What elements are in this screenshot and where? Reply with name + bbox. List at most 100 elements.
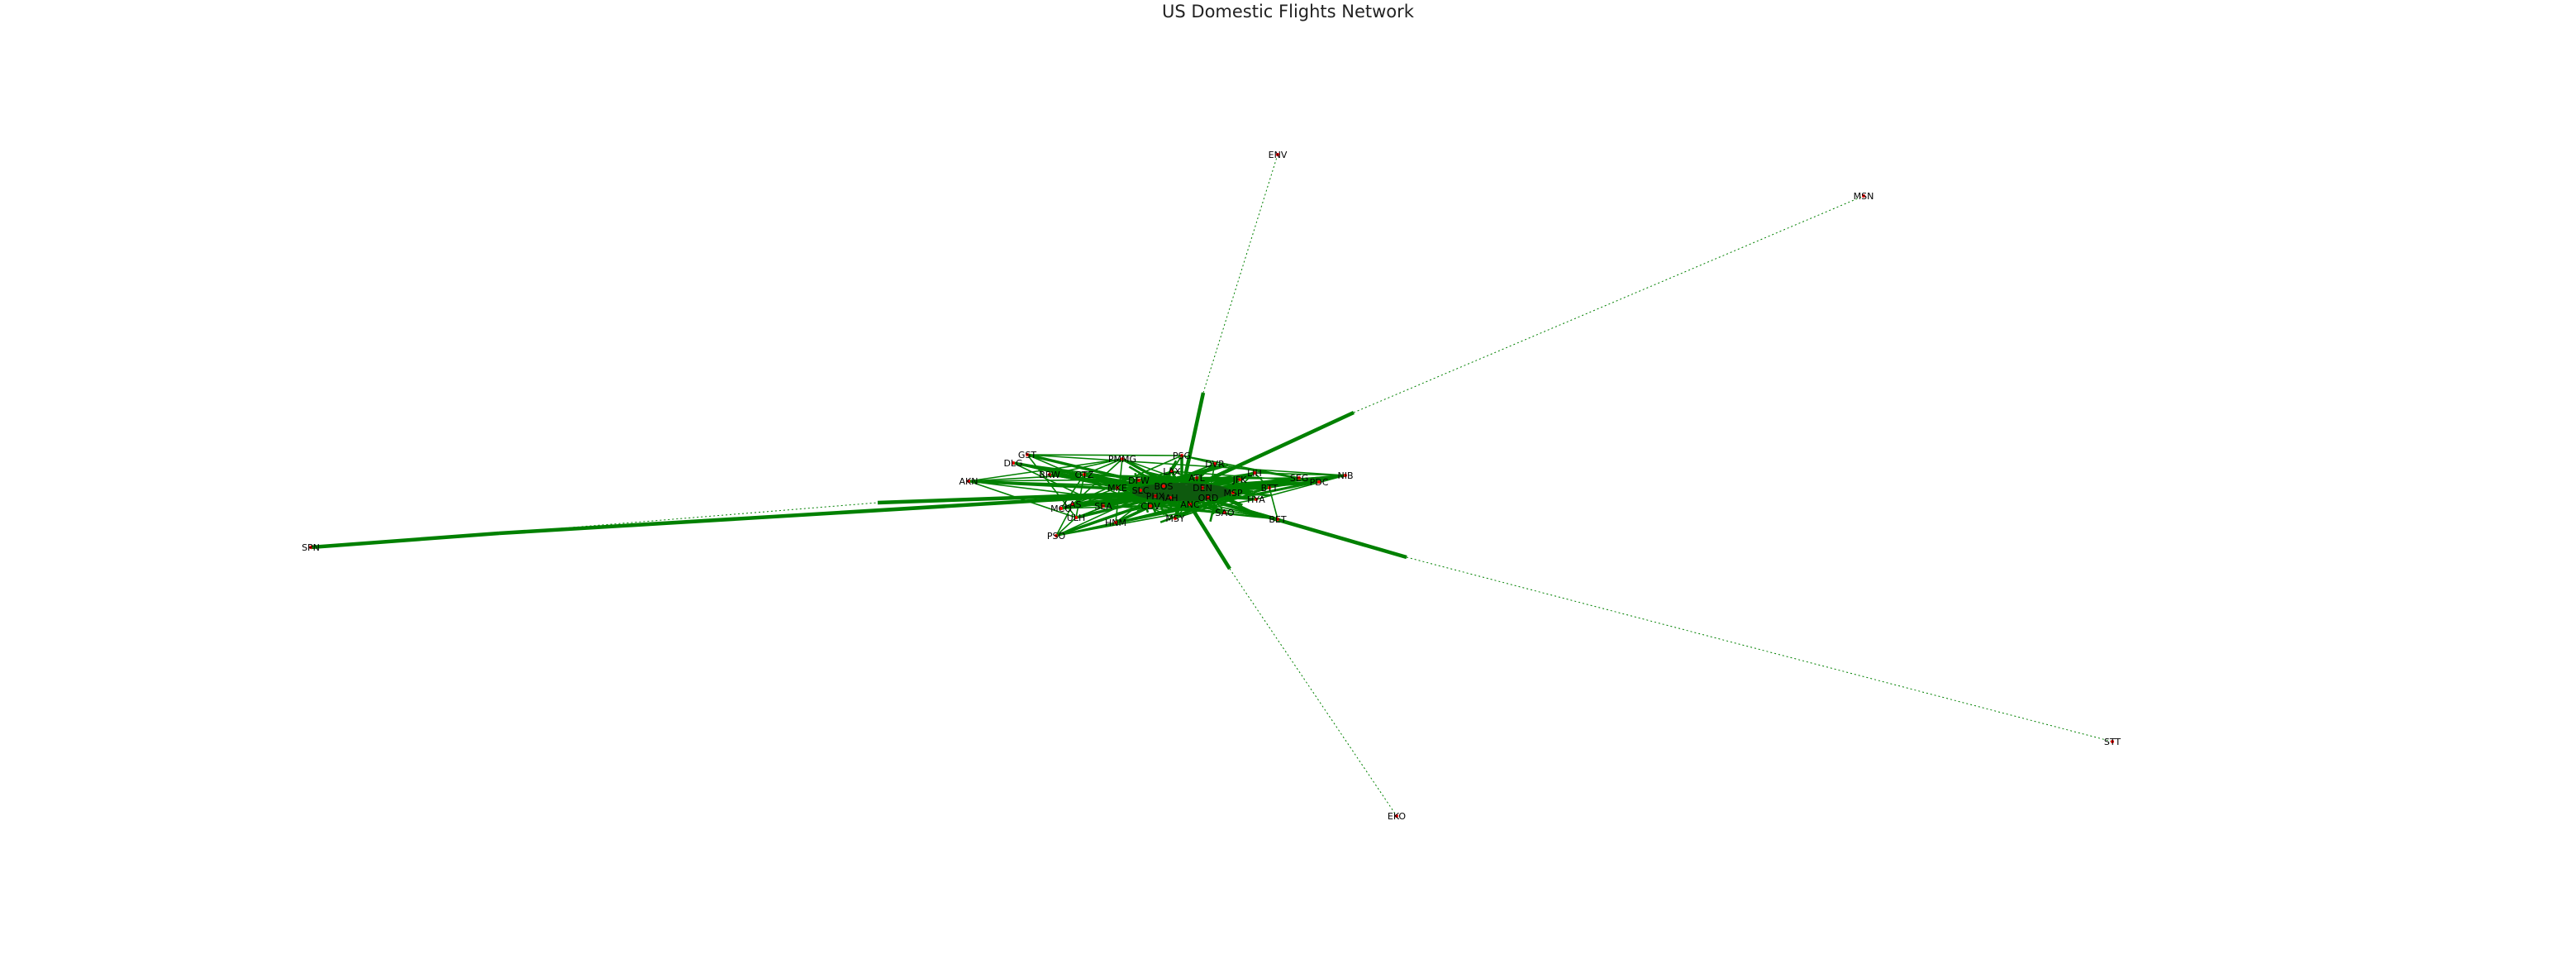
edge-otz-pmmg	[1083, 458, 1123, 475]
node-sea	[1102, 504, 1105, 508]
node-label-jfk: JFK	[1232, 475, 1248, 485]
edge-stt-thin	[1406, 556, 2113, 742]
hub-core	[1132, 483, 1231, 501]
node-label-mco: MCO	[1050, 503, 1072, 514]
node-label-hnm: HNM	[1105, 518, 1126, 528]
node-label-sao: SAO	[1215, 508, 1235, 518]
node-atl	[1195, 476, 1198, 480]
node-pso	[1055, 534, 1058, 537]
node-label-seg: SEG	[1290, 473, 1308, 484]
node-msy	[1174, 517, 1177, 520]
node-label-stt: STT	[2104, 737, 2121, 747]
node-label-lih: LIH	[1247, 468, 1262, 479]
edge-btt-msy	[1174, 487, 1270, 519]
node-pdc	[1317, 480, 1321, 484]
node-label-ord: ORD	[1198, 493, 1219, 503]
node-brw	[1048, 473, 1051, 476]
edge-seg-psg	[1181, 455, 1300, 479]
node-bet	[1276, 518, 1279, 521]
edge-psg-gst	[1026, 454, 1183, 456]
node-jfk	[1238, 478, 1241, 481]
node-layer	[309, 153, 2114, 818]
node-lax	[1170, 470, 1174, 473]
node-env	[1276, 153, 1279, 156]
edge-layer	[310, 154, 2113, 817]
node-nib	[1344, 474, 1347, 477]
node-label-psg: PSG	[1173, 451, 1191, 461]
node-label-pdc: PDC	[1310, 477, 1329, 488]
node-dlg	[1012, 461, 1015, 465]
node-ord	[1207, 496, 1210, 499]
node-label-lax: LAX	[1163, 466, 1181, 477]
edge-msn-thin	[1353, 195, 1864, 413]
node-msp	[1231, 491, 1235, 494]
node-cdv	[1149, 504, 1152, 508]
node-otz	[1083, 473, 1086, 476]
edge-akn-ulh	[968, 480, 1077, 518]
edge-hub-bundle	[1093, 497, 1202, 505]
node-label-anc: ANC	[1180, 499, 1200, 510]
node-label-bos: BOS	[1155, 481, 1174, 492]
node-label-mke: MKE	[1107, 483, 1127, 494]
node-label-atl: ATL	[1188, 473, 1205, 484]
node-psg	[1180, 454, 1183, 457]
node-hya	[1255, 498, 1258, 501]
node-label-den: DEN	[1193, 483, 1212, 494]
node-sao	[1223, 511, 1226, 514]
node-label-akn: AKN	[959, 476, 978, 487]
edge-btt-lih	[1254, 472, 1270, 489]
node-lih	[1253, 471, 1256, 475]
edge-spn-end-thick	[310, 531, 500, 550]
node-las	[1071, 503, 1074, 506]
edge-ulh-pso	[1055, 517, 1077, 537]
node-label-dvr: DVR	[1205, 459, 1225, 470]
edge-pmmg-las	[1072, 458, 1123, 505]
chart-title: US Domestic Flights Network	[1162, 2, 1414, 21]
node-hnm	[1114, 521, 1117, 524]
node-label-ulh: ULH	[1067, 513, 1085, 523]
edge-pso-las	[1055, 503, 1074, 537]
node-label-msp: MSP	[1223, 488, 1242, 499]
node-slc	[1139, 489, 1142, 492]
node-label-hya: HYA	[1247, 494, 1265, 505]
node-anc	[1188, 503, 1192, 506]
node-seg	[1298, 476, 1301, 480]
node-btt	[1268, 486, 1271, 489]
node-label-sea: SEA	[1094, 501, 1112, 512]
node-iah	[1169, 496, 1172, 499]
node-label-spn: SPN	[302, 542, 320, 553]
node-label-phx: PHX	[1146, 491, 1165, 502]
node-gst	[1026, 453, 1029, 456]
node-label-otz: OTZ	[1075, 470, 1094, 480]
node-mke	[1116, 486, 1119, 489]
node-ulh	[1074, 516, 1078, 519]
edge-hub-bundle	[1140, 476, 1262, 480]
node-label-bet: BET	[1269, 514, 1286, 525]
node-pmmg	[1121, 457, 1124, 461]
node-label-pso: PSO	[1047, 531, 1066, 542]
node-label-eko: EKO	[1388, 811, 1407, 822]
node-eko	[1395, 814, 1398, 818]
node-label-dfw: DFW	[1128, 475, 1150, 486]
edge-pmmg-hnm	[1115, 458, 1123, 523]
node-label-cdv: CDV	[1140, 501, 1160, 512]
node-label-msn: MSN	[1854, 191, 1874, 202]
node-label-brw: BRW	[1039, 470, 1060, 480]
edge-las-mke	[1072, 487, 1118, 505]
edge-gst-nib	[1026, 454, 1346, 476]
node-label-slc: SLC	[1132, 485, 1150, 496]
node-dvr	[1213, 462, 1217, 465]
edge-env-thin	[1202, 154, 1278, 394]
node-label-las: LAS	[1064, 499, 1082, 510]
edge-otz-akn	[968, 474, 1085, 482]
edge-eko-thin	[1229, 568, 1398, 817]
node-akn	[967, 480, 970, 483]
node-msn	[1862, 194, 1865, 198]
node-phx	[1154, 494, 1157, 498]
node-label-nib: NIB	[1337, 470, 1353, 481]
node-label-pmmg: PMMG	[1108, 454, 1136, 465]
edge-otz-ulh	[1075, 474, 1085, 518]
